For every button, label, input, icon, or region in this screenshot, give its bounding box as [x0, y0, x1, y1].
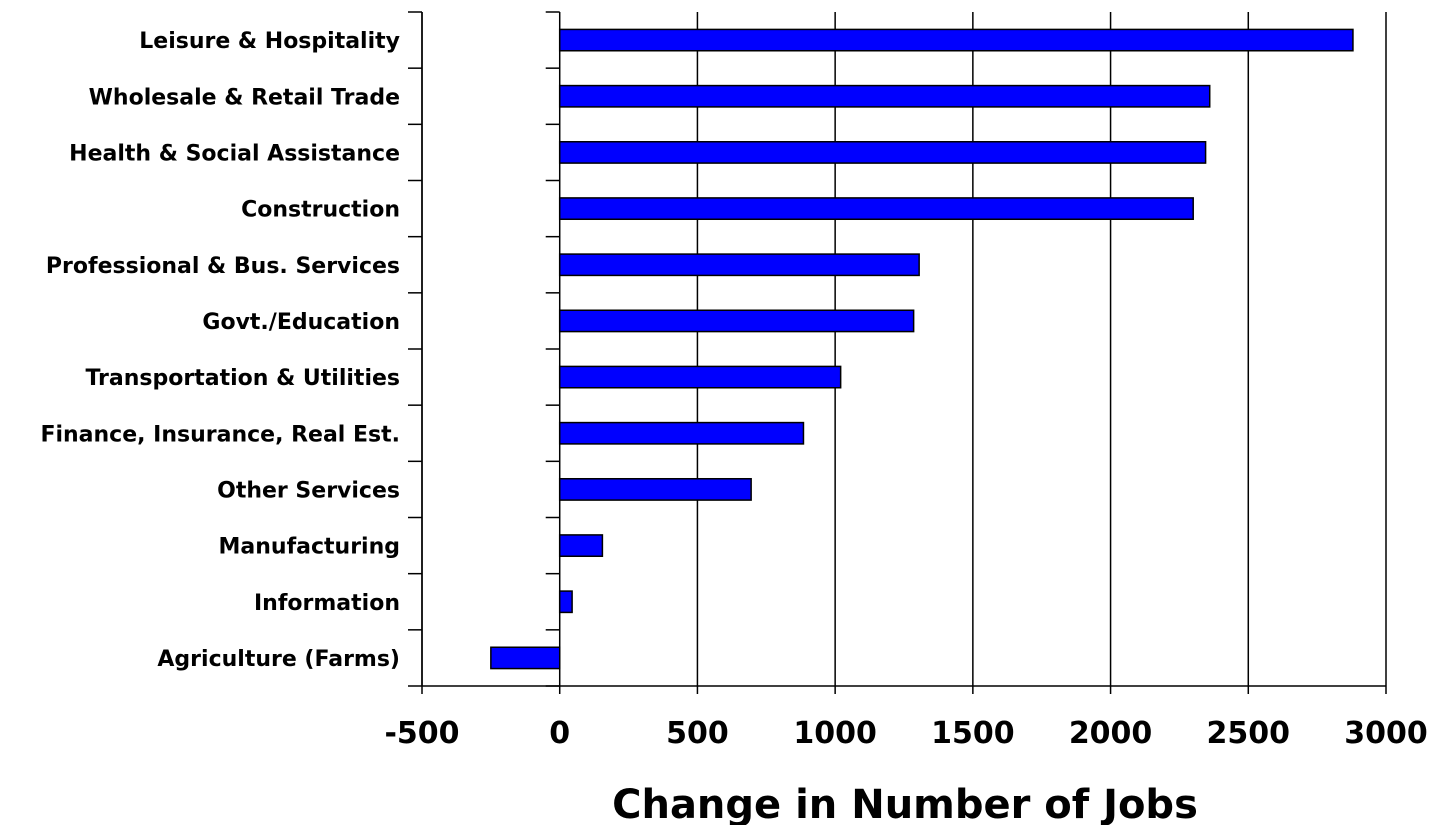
- bar: [558, 365, 842, 389]
- grid-lines: [421, 12, 1387, 686]
- x-tick-label: 0: [549, 716, 570, 751]
- category-label: Finance, Insurance, Real Est.: [40, 422, 400, 447]
- bar: [558, 253, 920, 277]
- category-labels: Leisure & Hospitality Wholesale & Retail …: [40, 29, 400, 672]
- bars: [490, 28, 1354, 670]
- category-label: Leisure & Hospitality: [139, 29, 400, 54]
- bar: [490, 646, 561, 670]
- x-tick-label: -500: [384, 716, 459, 751]
- bar: [558, 534, 604, 558]
- category-label: Information: [254, 591, 400, 616]
- category-label: Health & Social Assistance: [69, 141, 400, 166]
- x-tick-label: 2500: [1207, 716, 1291, 751]
- x-axis-title: Change in Number of Jobs: [612, 782, 1198, 825]
- category-label: Other Services: [217, 478, 400, 503]
- bar: [558, 477, 752, 501]
- x-tick-label: 500: [666, 716, 729, 751]
- category-label: Manufacturing: [219, 535, 401, 560]
- category-label: Transportation & Utilities: [85, 366, 400, 391]
- category-label: Construction: [241, 198, 400, 223]
- bar: [558, 84, 1211, 108]
- category-label: Professional & Bus. Services: [46, 254, 400, 279]
- x-tick-label: 1000: [793, 716, 877, 751]
- x-tick-label: 1500: [931, 716, 1015, 751]
- bar: [558, 590, 573, 614]
- category-label: Wholesale & Retail Trade: [89, 85, 400, 110]
- x-tick-labels: -500 0 500 1000 1500 2000 2500 3000: [384, 716, 1427, 751]
- bar: [558, 28, 1354, 52]
- bar: [558, 140, 1207, 164]
- bar: [558, 421, 805, 445]
- category-label: Govt./Education: [202, 310, 400, 335]
- x-tick-label: 2000: [1069, 716, 1153, 751]
- bar: [558, 309, 915, 333]
- x-tick-label: 3000: [1344, 716, 1428, 751]
- category-label: Agriculture (Farms): [157, 647, 400, 672]
- axes: [408, 11, 1387, 694]
- bar: [558, 197, 1194, 221]
